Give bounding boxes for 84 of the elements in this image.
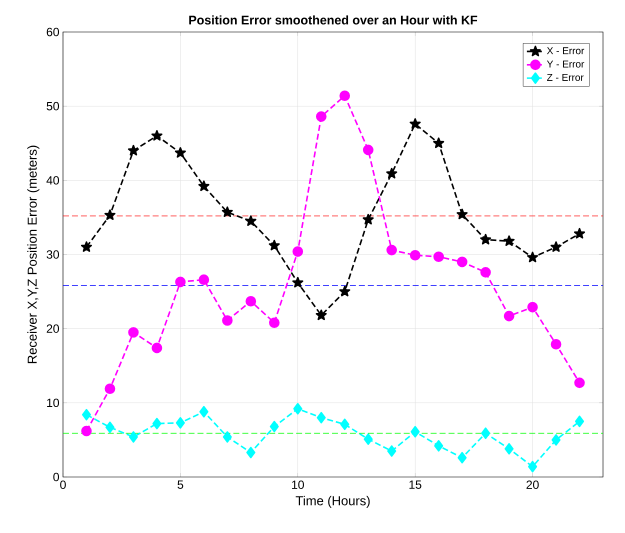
point	[174, 147, 186, 158]
point	[339, 90, 350, 102]
y-tick-label: 30	[46, 250, 60, 259]
point	[504, 443, 514, 455]
x-tick-label: 20	[526, 480, 539, 489]
y-tick-label: 60	[46, 28, 60, 36]
point	[246, 296, 256, 307]
point	[269, 317, 280, 328]
point	[175, 276, 186, 288]
point	[386, 168, 398, 178]
point	[316, 412, 326, 424]
point	[222, 431, 232, 443]
point	[528, 460, 538, 472]
point	[550, 241, 562, 252]
point	[316, 111, 327, 122]
point	[410, 118, 421, 129]
y-tick-label: 0	[53, 472, 60, 482]
point	[246, 446, 256, 458]
legend-label: Y - Error	[546, 60, 584, 68]
legend-label: Z - Error	[547, 74, 584, 81]
point	[456, 256, 468, 268]
point	[433, 251, 444, 262]
x-tick-label: 15	[409, 480, 422, 489]
point	[270, 420, 279, 432]
point	[82, 408, 92, 420]
point	[292, 246, 304, 257]
x-tick-label: 0	[60, 480, 66, 489]
point	[527, 302, 538, 312]
point	[339, 286, 350, 296]
point	[527, 252, 538, 262]
point	[410, 426, 420, 438]
point	[340, 418, 350, 430]
x-axis-title: Time (Hours)	[296, 496, 370, 508]
point	[316, 310, 327, 320]
point	[292, 276, 304, 288]
point	[152, 418, 162, 430]
point	[574, 416, 584, 428]
point	[574, 378, 585, 388]
point	[364, 433, 373, 445]
point	[550, 338, 562, 350]
point	[504, 310, 514, 322]
point	[456, 208, 468, 220]
x-tick-label: 10	[292, 480, 304, 489]
point	[151, 130, 162, 141]
point	[293, 402, 302, 415]
point	[410, 250, 420, 261]
point	[387, 445, 396, 457]
legend-label: X - Error	[546, 47, 584, 54]
point	[552, 434, 561, 446]
point	[386, 244, 397, 256]
y-tick-label: 10	[47, 398, 60, 408]
point	[198, 274, 210, 285]
y-tick-label: 50	[46, 102, 60, 110]
point	[80, 241, 92, 252]
point	[458, 452, 467, 464]
point	[222, 315, 233, 326]
point	[176, 417, 185, 429]
point	[128, 144, 139, 156]
point	[128, 431, 138, 443]
point	[574, 228, 586, 239]
point	[245, 215, 256, 226]
point	[222, 206, 233, 218]
point	[504, 235, 515, 246]
point	[481, 427, 490, 440]
point	[105, 422, 114, 434]
point	[81, 426, 92, 436]
y-tick-label: 40	[46, 176, 60, 185]
chart-title: Position Error smoothened over an Hour with KF	[189, 15, 478, 24]
point	[480, 267, 491, 278]
point	[104, 383, 116, 394]
point	[480, 234, 492, 244]
point	[199, 406, 208, 418]
point	[152, 342, 162, 354]
point	[362, 144, 374, 156]
point	[362, 214, 374, 224]
point	[198, 180, 210, 192]
point	[104, 209, 116, 220]
y-axis-title: Receiver X,Y,Z Position Error (meters)	[27, 146, 40, 364]
point	[434, 440, 444, 452]
point	[268, 240, 280, 250]
y-tick-label: 20	[46, 324, 60, 333]
point	[128, 327, 139, 338]
x-tick-label: 5	[178, 480, 184, 489]
point	[433, 137, 444, 148]
